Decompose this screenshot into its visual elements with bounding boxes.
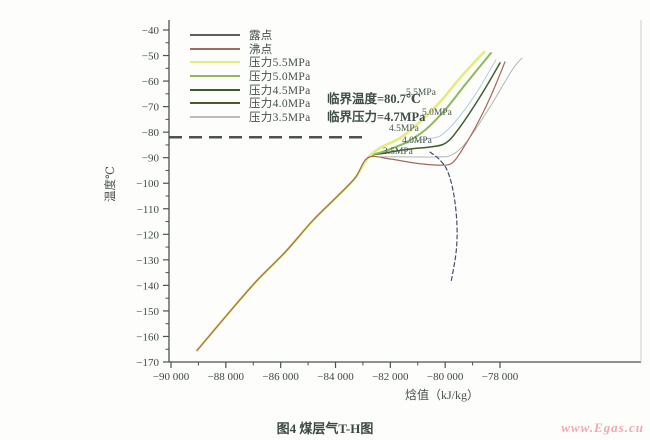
- legend-line-swatch: [190, 74, 240, 77]
- y-tick-label: −60: [142, 76, 160, 88]
- isobar-label: 3.5MPa: [383, 147, 413, 157]
- figure-caption: 图4 煤层气T-H图: [276, 421, 374, 436]
- y-tick-label: −110: [137, 204, 160, 216]
- y-tick-label: −100: [136, 178, 159, 190]
- curve-沸点: [196, 61, 506, 352]
- legend-row: 露点: [190, 28, 311, 42]
- legend-label: 压力5.5MPa: [249, 57, 311, 70]
- y-tick-label: −70: [142, 102, 160, 114]
- x-tick-label: −78 000: [482, 371, 519, 383]
- isobar-label: 5.5MPa: [406, 88, 436, 98]
- y-tick-label: −120: [136, 229, 159, 241]
- isobar-label: 4.5MPa: [389, 124, 419, 134]
- legend-line-swatch: [190, 88, 240, 91]
- y-tick-label: −50: [142, 51, 160, 63]
- legend-label: 压力4.5MPa: [249, 84, 311, 97]
- legend-label: 露点: [249, 29, 273, 42]
- critical-point-annotation: 临界温度=80.7℃ 临界压力=4.7MPa: [327, 90, 425, 126]
- x-tick-label: −80 000: [427, 371, 464, 383]
- legend-line-swatch: [190, 33, 240, 36]
- y-axis-title: 温度℃: [105, 166, 117, 202]
- curve-露点: [429, 151, 458, 284]
- x-tick-label: −90 000: [153, 371, 190, 383]
- legend-line-swatch: [190, 47, 240, 50]
- legend-row: 沸点: [190, 42, 311, 56]
- legend-label: 压力4.0MPa: [249, 98, 311, 111]
- legend-line-swatch: [190, 102, 240, 105]
- legend-label: 沸点: [249, 43, 273, 56]
- x-tick-label: −86 000: [262, 371, 299, 383]
- legend-row: 压力4.5MPa: [190, 83, 311, 97]
- isobar-label: 5.0MPa: [422, 108, 452, 118]
- y-tick-label: −80: [142, 127, 160, 139]
- y-tick-label: −90: [142, 153, 160, 165]
- legend-line-swatch: [190, 115, 240, 118]
- x-tick-label: −84 000: [317, 371, 354, 383]
- x-tick-label: −82 000: [372, 371, 409, 383]
- y-tick-label: −170: [136, 357, 159, 369]
- x-tick-label: −88 000: [208, 371, 245, 383]
- legend-row: 压力5.0MPa: [190, 69, 311, 83]
- legend-row: 压力4.0MPa: [190, 96, 311, 110]
- legend-row: 压力5.5MPa: [190, 55, 311, 69]
- isobar-label: 4.0MPa: [402, 136, 432, 146]
- legend-label: 压力5.0MPa: [249, 70, 311, 83]
- legend-label: 压力3.5MPa: [249, 111, 311, 124]
- critical-pressure-text: 临界压力=4.7MPa: [327, 110, 426, 124]
- y-tick-label: −130: [136, 255, 159, 267]
- legend-line-swatch: [190, 61, 240, 64]
- y-tick-label: −140: [136, 280, 159, 292]
- critical-temperature-text: 临界温度=80.7℃: [327, 92, 421, 106]
- y-tick-label: −150: [136, 306, 159, 318]
- watermark-text: www.Egas.cu: [561, 420, 644, 435]
- legend-row: 压力3.5MPa: [190, 110, 311, 124]
- y-tick-label: −40: [142, 25, 160, 37]
- chart-legend: 露点 沸点 压力5.5MPa 压力5.0MPa 压力4.5MPa 压力4.0MPa 压力3.…: [190, 28, 311, 124]
- y-tick-label: −160: [136, 331, 159, 343]
- x-axis-title: 焓值（kJ/kg）: [405, 388, 480, 402]
